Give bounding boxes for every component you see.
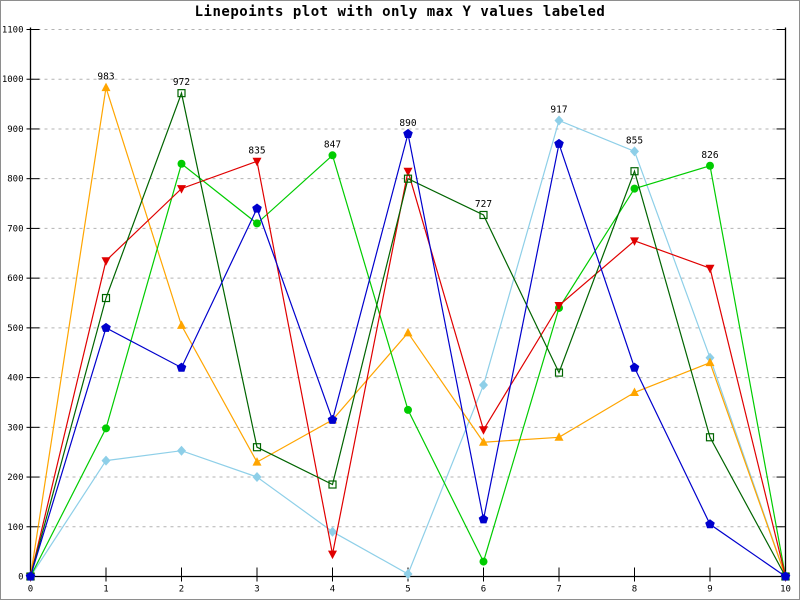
x-tick-label: 8 — [632, 585, 637, 595]
max-value-label: 847 — [324, 139, 341, 150]
x-tick-label: 0 — [28, 585, 33, 595]
x-tick-label: 2 — [179, 585, 184, 595]
series-red-triangle-down — [26, 157, 790, 582]
max-value-label: 972 — [173, 77, 190, 88]
y-tick-label: 900 — [7, 125, 23, 135]
max-value-label: 727 — [475, 199, 492, 210]
chart-title: Linepoints plot with only max Y values l… — [194, 4, 606, 20]
x-tick-label: 6 — [481, 585, 486, 595]
y-tick-label: 500 — [7, 324, 23, 334]
max-value-labels: 983 972 835 847 890 727 917 855 826 — [97, 72, 718, 210]
y-tick-label: 700 — [7, 224, 23, 234]
y-tick-label: 400 — [7, 374, 23, 384]
x-tick-label: 3 — [254, 585, 259, 595]
y-axis-ticks: 0 100 200 300 400 500 600 700 800 900 1000 1100 — [2, 26, 786, 583]
max-value-label: 855 — [626, 135, 643, 146]
series-blue-pentagon — [25, 128, 791, 581]
x-tick-label: 1 — [103, 585, 108, 595]
series-line-red-triangle-down — [29, 160, 787, 577]
max-value-label: 917 — [550, 105, 567, 116]
max-value-label: 983 — [97, 72, 114, 83]
series-sky-blue-diamond — [26, 115, 790, 582]
x-tick-label: 10 — [780, 585, 791, 595]
y-tick-label: 1000 — [2, 75, 24, 85]
y-tick-label: 0 — [18, 573, 23, 583]
x-axis-ticks: 0 1 2 3 4 5 6 7 8 9 10 — [28, 567, 791, 595]
max-value-label: 835 — [248, 145, 265, 156]
gridlines — [30, 29, 786, 528]
series-line-green-circle — [29, 154, 787, 577]
series-green-circle — [26, 151, 790, 581]
max-value-label: 890 — [399, 118, 416, 129]
y-tick-label: 300 — [7, 423, 23, 433]
y-tick-label: 800 — [7, 175, 23, 185]
x-tick-label: 5 — [405, 585, 410, 595]
x-tick-label: 9 — [707, 585, 712, 595]
y-tick-label: 600 — [7, 274, 23, 284]
series-line-sky-blue-diamond — [29, 119, 787, 577]
y-tick-label: 1100 — [2, 26, 24, 36]
series-orange-triangle — [26, 82, 790, 580]
axes — [29, 27, 787, 578]
x-tick-label: 7 — [556, 585, 561, 595]
x-tick-label: 4 — [330, 585, 335, 595]
max-value-label: 826 — [701, 150, 718, 161]
series-line-dark-green-square — [29, 91, 787, 577]
y-tick-label: 200 — [7, 473, 23, 483]
y-tick-label: 100 — [7, 523, 23, 533]
series-line-blue-pentagon — [29, 133, 786, 577]
